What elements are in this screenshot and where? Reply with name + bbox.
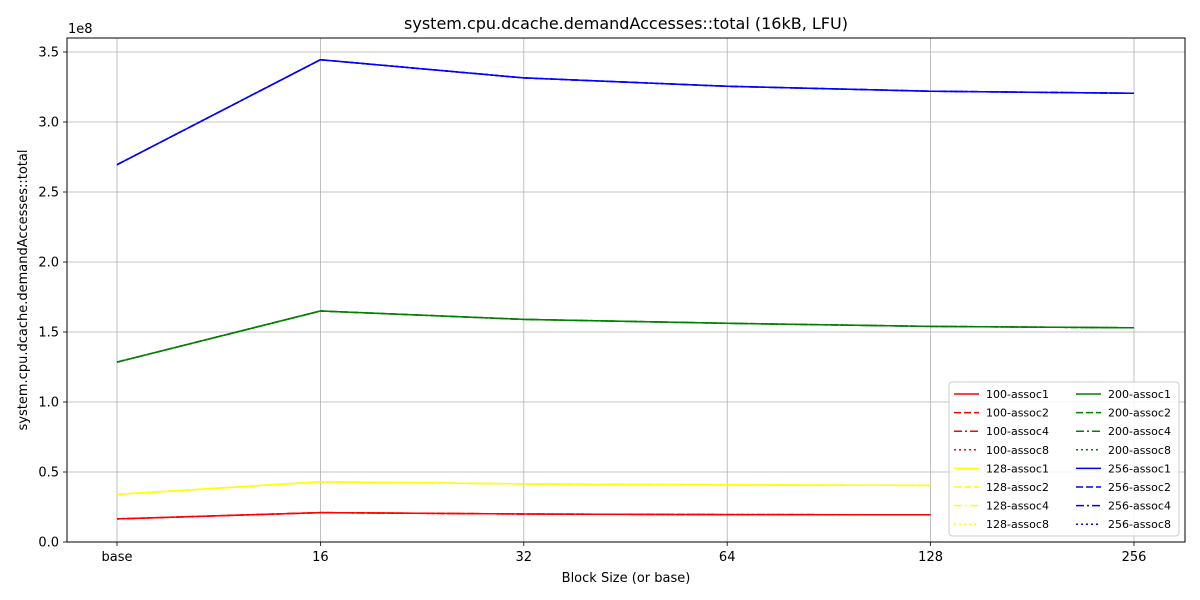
grid bbox=[67, 38, 1185, 543]
legend-label: 128-assoc1 bbox=[986, 462, 1049, 475]
x-tick-label: 64 bbox=[719, 550, 736, 565]
y-tick-label: 3.5 bbox=[38, 46, 59, 61]
x-tick-label: 256 bbox=[1122, 550, 1147, 565]
legend-label: 128-assoc2 bbox=[986, 481, 1049, 494]
legend-label: 256-assoc2 bbox=[1108, 481, 1171, 494]
x-tick-label: 16 bbox=[312, 550, 329, 565]
y-tick-label: 0.5 bbox=[38, 466, 59, 481]
y-axis-label: system.cpu.dcache.demandAccesses::total bbox=[16, 150, 31, 431]
legend: 100-assoc1 100-assoc2 100-assoc4 100-assoc8… bbox=[948, 381, 1180, 537]
legend-label: 200-assoc8 bbox=[1108, 444, 1171, 457]
series-lines bbox=[116, 58, 1135, 520]
y-tick-label: 1.0 bbox=[38, 396, 59, 411]
legend-label: 128-assoc4 bbox=[986, 500, 1049, 513]
legend-label: 256-assoc4 bbox=[1108, 500, 1171, 513]
chart-title: system.cpu.dcache.demandAccesses::total … bbox=[404, 14, 848, 33]
y-tick-label: 0.0 bbox=[38, 536, 59, 551]
y-tick-label: 1.5 bbox=[38, 326, 59, 341]
x-axis: base 16 32 64 128 256 bbox=[102, 542, 1147, 565]
legend-label: 100-assoc2 bbox=[986, 407, 1049, 420]
legend-label: 200-assoc4 bbox=[1108, 425, 1171, 438]
series-line-200-assoc4 bbox=[116, 310, 1135, 363]
legend-label: 200-assoc1 bbox=[1108, 388, 1171, 401]
plot-area bbox=[66, 37, 1186, 543]
series-line-256-assoc4 bbox=[116, 58, 1135, 166]
series-line-256-assoc8 bbox=[116, 58, 1135, 166]
legend-label: 256-assoc8 bbox=[1108, 518, 1171, 531]
series-line-200-assoc2 bbox=[116, 310, 1135, 363]
legend-label: 100-assoc8 bbox=[986, 444, 1049, 457]
x-tick-label: 128 bbox=[918, 550, 943, 565]
x-tick-label: 32 bbox=[516, 550, 533, 565]
legend-label: 256-assoc1 bbox=[1108, 462, 1171, 475]
y-tick-label: 3.0 bbox=[38, 116, 59, 131]
series-line-256-assoc2 bbox=[116, 58, 1135, 166]
legend-label: 200-assoc2 bbox=[1108, 407, 1171, 420]
legend-label: 128-assoc8 bbox=[986, 518, 1049, 531]
series-line-100-assoc8 bbox=[116, 511, 931, 520]
y-tick-label: 2.0 bbox=[38, 256, 59, 271]
legend-label: 100-assoc4 bbox=[986, 425, 1049, 438]
legend-box bbox=[948, 381, 1180, 537]
x-axis-label: Block Size (or base) bbox=[562, 571, 691, 586]
y-tick-label: 2.5 bbox=[38, 186, 59, 201]
series-line-200-assoc8 bbox=[116, 310, 1135, 363]
series-line-256-assoc1 bbox=[116, 58, 1135, 166]
legend-label: 100-assoc1 bbox=[986, 388, 1049, 401]
y-multiplier-label: 1e8 bbox=[68, 22, 93, 37]
series-line-200-assoc1 bbox=[116, 310, 1135, 363]
y-axis: 0.0 0.5 1.0 1.5 2.0 2.5 3.0 3.5 bbox=[38, 46, 67, 551]
x-tick-label: base bbox=[102, 550, 133, 565]
series-line-128-assoc8 bbox=[116, 481, 931, 496]
